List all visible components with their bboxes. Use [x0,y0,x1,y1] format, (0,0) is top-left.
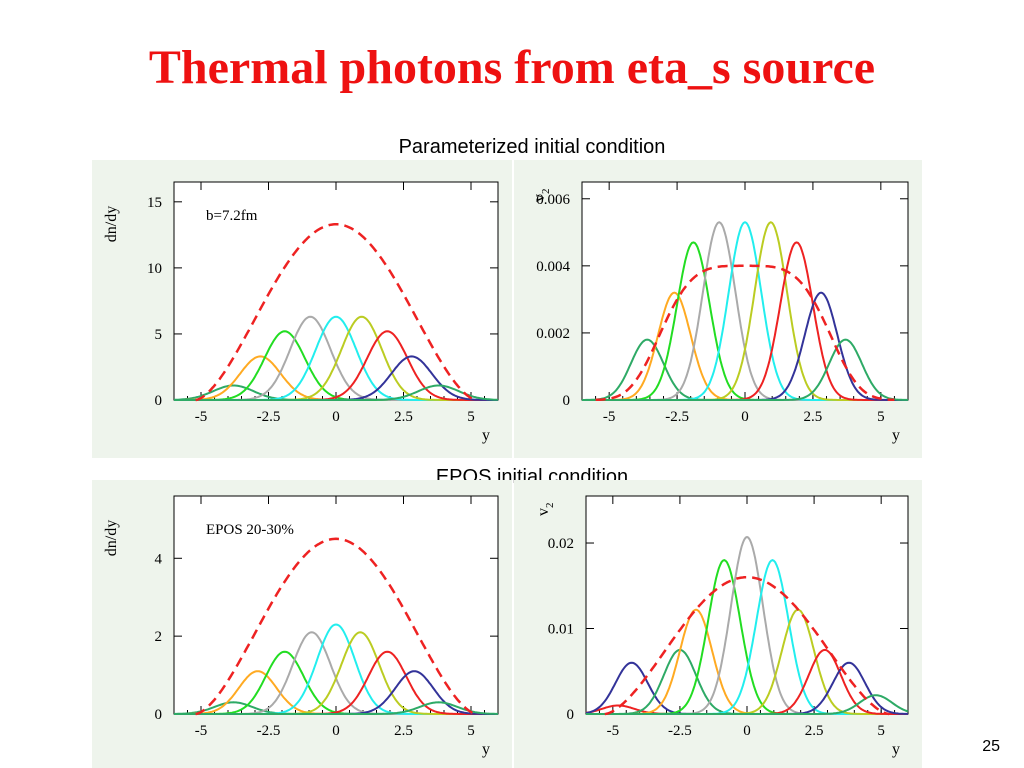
x-tick-label: 0 [743,723,751,739]
x-axis-label: y [482,741,490,758]
x-tick-label: 5 [467,409,475,425]
x-tick-label: -2.5 [665,409,689,425]
chart-v2-epos: -5 -2.5 0 2.5 5 0 0.01 0.02 y v2 [514,480,922,768]
y-tick-label: 2 [155,629,163,645]
y-tick-label: 0 [563,393,571,409]
chart-annotation: b=7.2fm [206,208,258,224]
source-curves [174,623,498,715]
x-axis-label: y [892,741,900,758]
total-curve [595,264,895,402]
x-tick-label: 2.5 [804,409,823,425]
chart-v2-parameterized: -5 -2.5 0 2.5 5 0 0.002 0.004 0.006 y v2 [514,160,922,458]
source-curve [174,384,498,401]
x-tick-label: 5 [467,723,475,739]
y-tick-label: 0.02 [548,536,574,552]
y-tick-label: 0.002 [536,326,570,342]
y-tick-label: 4 [155,551,163,567]
x-tick-label: -2.5 [668,723,692,739]
x-tick-label: -2.5 [257,409,281,425]
total-curve [604,575,890,716]
chart-dndy-epos: -5 -2.5 0 2.5 5 0 2 4 y dn/dy EPOS 20-30% [92,480,512,768]
total-curve [195,537,477,716]
slide-title: Thermal photons from eta_s source [148,41,876,94]
y-axis-label-subscript: 2 [544,503,556,509]
plot-frame [585,495,909,715]
x-axis-label: y [482,427,490,444]
y-axis-label: dn/dy [103,520,120,556]
total-curve [195,223,477,402]
x-axis-label: y [892,427,900,444]
subtitle-parameterized: Parameterized initial condition [398,136,666,158]
y-tick-label: 0.004 [536,259,570,275]
source-curve [586,694,909,715]
source-curves [174,315,498,401]
x-tick-label: 5 [877,723,885,739]
y-axis-label-subscript: 2 [540,189,552,195]
x-tick-label: 2.5 [805,723,824,739]
source-curve [582,338,909,401]
y-tick-label: 15 [147,195,162,211]
y-tick-label: 0 [155,393,163,409]
x-tick-label: 0 [741,409,749,425]
chart-annotation: EPOS 20-30% [206,522,294,538]
y-axis-label: dn/dy [103,206,120,242]
x-tick-label: -2.5 [257,723,281,739]
x-tick-label: -5 [195,409,208,425]
y-tick-label: 0 [567,707,575,723]
x-tick-label: -5 [603,409,616,425]
x-tick-label: 2.5 [394,723,413,739]
y-axis-label: v2 [531,189,552,203]
y-axis-label-text: v [535,508,552,516]
x-tick-label: -5 [195,723,208,739]
y-tick-label: 0.006 [536,192,570,208]
x-tick-label: 5 [877,409,885,425]
y-tick-label: 0.01 [548,622,574,638]
x-tick-label: 0 [332,409,340,425]
source-curves [585,535,909,715]
source-curve [174,701,498,715]
y-tick-label: 10 [147,261,162,277]
x-tick-label: 2.5 [394,409,413,425]
y-tick-label: 5 [155,327,163,343]
y-axis-label-text: v [531,194,548,202]
y-tick-label: 0 [155,707,163,723]
chart-dndy-parameterized: -5 -2.5 0 2.5 5 0 5 10 15 y dn/dy b=7.2fm [92,160,512,458]
page-number: 25 [982,738,1000,755]
x-tick-label: 0 [332,723,340,739]
plot-frame [581,181,909,401]
source-curves [582,221,909,401]
x-tick-label: -5 [607,723,620,739]
y-axis-label: v2 [535,503,556,517]
